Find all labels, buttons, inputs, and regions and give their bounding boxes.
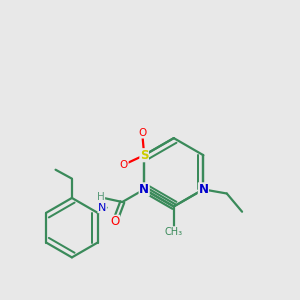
Text: H: H [97, 192, 105, 202]
Text: O: O [110, 215, 119, 228]
Text: N: N [139, 183, 149, 196]
Text: N: N [98, 202, 106, 213]
Text: S: S [140, 149, 148, 162]
Text: N: N [198, 183, 208, 196]
Text: CH₃: CH₃ [165, 227, 183, 237]
Text: O: O [138, 128, 146, 138]
Text: O: O [120, 160, 128, 170]
